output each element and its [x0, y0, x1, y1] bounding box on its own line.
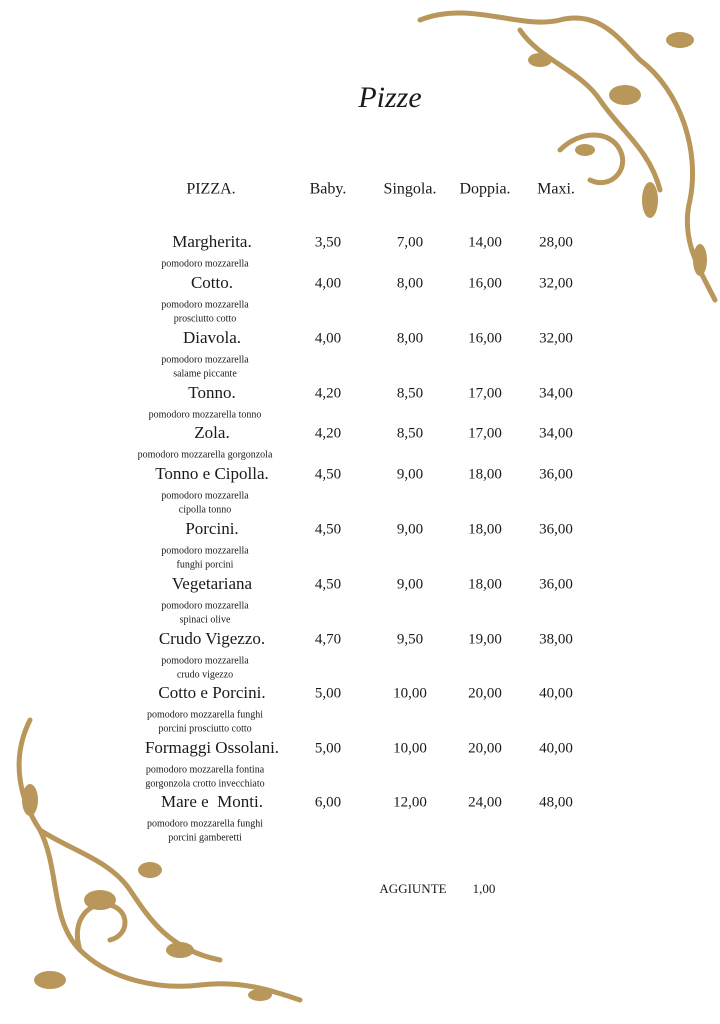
pizza-name: Vegetariana: [172, 574, 253, 593]
pizza-name: Porcini.: [185, 519, 238, 538]
price: 10,00: [393, 740, 427, 756]
price: 36,00: [539, 466, 573, 482]
price: 4,20: [315, 425, 341, 441]
ingredients: spinaci olive: [180, 614, 231, 625]
price: 19,00: [468, 631, 502, 647]
price: 18,00: [468, 466, 502, 482]
ingredients: pomodoro mozzarella funghi: [147, 818, 263, 829]
menu-title: Pizze: [357, 81, 421, 114]
column-header: Doppia.: [459, 181, 510, 198]
ingredients: salame piccante: [173, 368, 237, 379]
pizza-name: Diavola.: [183, 328, 241, 347]
price: 10,00: [393, 685, 427, 701]
price: 38,00: [539, 631, 573, 647]
price: 16,00: [468, 330, 502, 346]
pizza-name: Crudo Vigezzo.: [159, 629, 265, 648]
price: 34,00: [539, 385, 573, 401]
bottom-left-ornament: [16, 717, 303, 1003]
price: 4,50: [315, 521, 341, 537]
price: 3,50: [315, 234, 341, 250]
ingredients: crudo vigezzo: [177, 669, 233, 680]
price: 5,00: [315, 740, 341, 756]
pizza-name: Zola.: [194, 423, 229, 442]
price: 4,50: [315, 466, 341, 482]
column-header: Singola.: [384, 181, 437, 198]
ingredients: pomodoro mozzarella: [161, 490, 249, 501]
price: 4,00: [315, 330, 341, 346]
ingredients: pomodoro mozzarella fontina: [146, 764, 265, 775]
price: 28,00: [539, 234, 573, 250]
ingredients: pomodoro mozzarella: [161, 258, 249, 269]
price: 36,00: [539, 521, 573, 537]
price: 32,00: [539, 275, 573, 291]
pizza-name: Formaggi Ossolani.: [145, 738, 279, 757]
ingredients: gorgonzola crotto invecchiato: [145, 778, 264, 789]
price: 20,00: [468, 685, 502, 701]
ingredients: pomodoro mozzarella gorgonzola: [138, 449, 273, 460]
ingredients: porcini prosciutto cotto: [158, 723, 251, 734]
price: 9,00: [397, 576, 423, 592]
price: 40,00: [539, 740, 573, 756]
price: 4,70: [315, 631, 341, 647]
ingredients: pomodoro mozzarella tonno: [149, 409, 262, 420]
ingredients: pomodoro mozzarella: [161, 545, 249, 556]
pizza-name: Margherita.: [172, 232, 251, 251]
column-header: Maxi.: [537, 181, 575, 198]
price: 40,00: [539, 685, 573, 701]
price: 14,00: [468, 234, 502, 250]
price: 8,50: [397, 425, 423, 441]
price: 34,00: [539, 425, 573, 441]
price: 20,00: [468, 740, 502, 756]
price: 12,00: [393, 794, 427, 810]
price: 8,00: [397, 275, 423, 291]
price: 9,00: [397, 466, 423, 482]
price: 18,00: [468, 576, 502, 592]
price: 9,50: [397, 631, 423, 647]
pizza-name: Tonno e Cipolla.: [155, 464, 269, 483]
price: 4,00: [315, 275, 341, 291]
pizza-name: Cotto.: [191, 273, 233, 292]
pizza-name: Tonno.: [188, 383, 235, 402]
ingredients: pomodoro mozzarella funghi: [147, 709, 263, 720]
price: 5,00: [315, 685, 341, 701]
ingredients: pomodoro mozzarella: [161, 354, 249, 365]
column-header: Baby.: [310, 181, 347, 198]
ingredients: pomodoro mozzarella: [161, 655, 249, 666]
top-right-ornament: [417, 10, 718, 303]
price: 9,00: [397, 521, 423, 537]
price: 6,00: [315, 794, 341, 810]
ingredients: pomodoro mozzarella: [161, 600, 249, 611]
extra-label: AGGIUNTE: [379, 881, 446, 896]
price: 8,00: [397, 330, 423, 346]
ingredients: prosciutto cotto: [174, 313, 237, 324]
pizza-name: Cotto e Porcini.: [158, 683, 265, 702]
price: 17,00: [468, 425, 502, 441]
price: 36,00: [539, 576, 573, 592]
price: 4,20: [315, 385, 341, 401]
price: 16,00: [468, 275, 502, 291]
price: 32,00: [539, 330, 573, 346]
price: 48,00: [539, 794, 573, 810]
price: 4,50: [315, 576, 341, 592]
price: 17,00: [468, 385, 502, 401]
price: 18,00: [468, 521, 502, 537]
ingredients: porcini gamberetti: [168, 832, 242, 843]
price: 24,00: [468, 794, 502, 810]
pizza-name: Mare e Monti.: [161, 792, 263, 811]
ingredients: pomodoro mozzarella: [161, 299, 249, 310]
extra-price: 1,00: [473, 881, 496, 896]
ingredients: cipolla tonno: [179, 504, 232, 515]
price: 8,50: [397, 385, 423, 401]
column-header: PIZZA.: [186, 181, 235, 198]
price: 7,00: [397, 234, 423, 250]
ingredients: funghi porcini: [177, 559, 234, 570]
